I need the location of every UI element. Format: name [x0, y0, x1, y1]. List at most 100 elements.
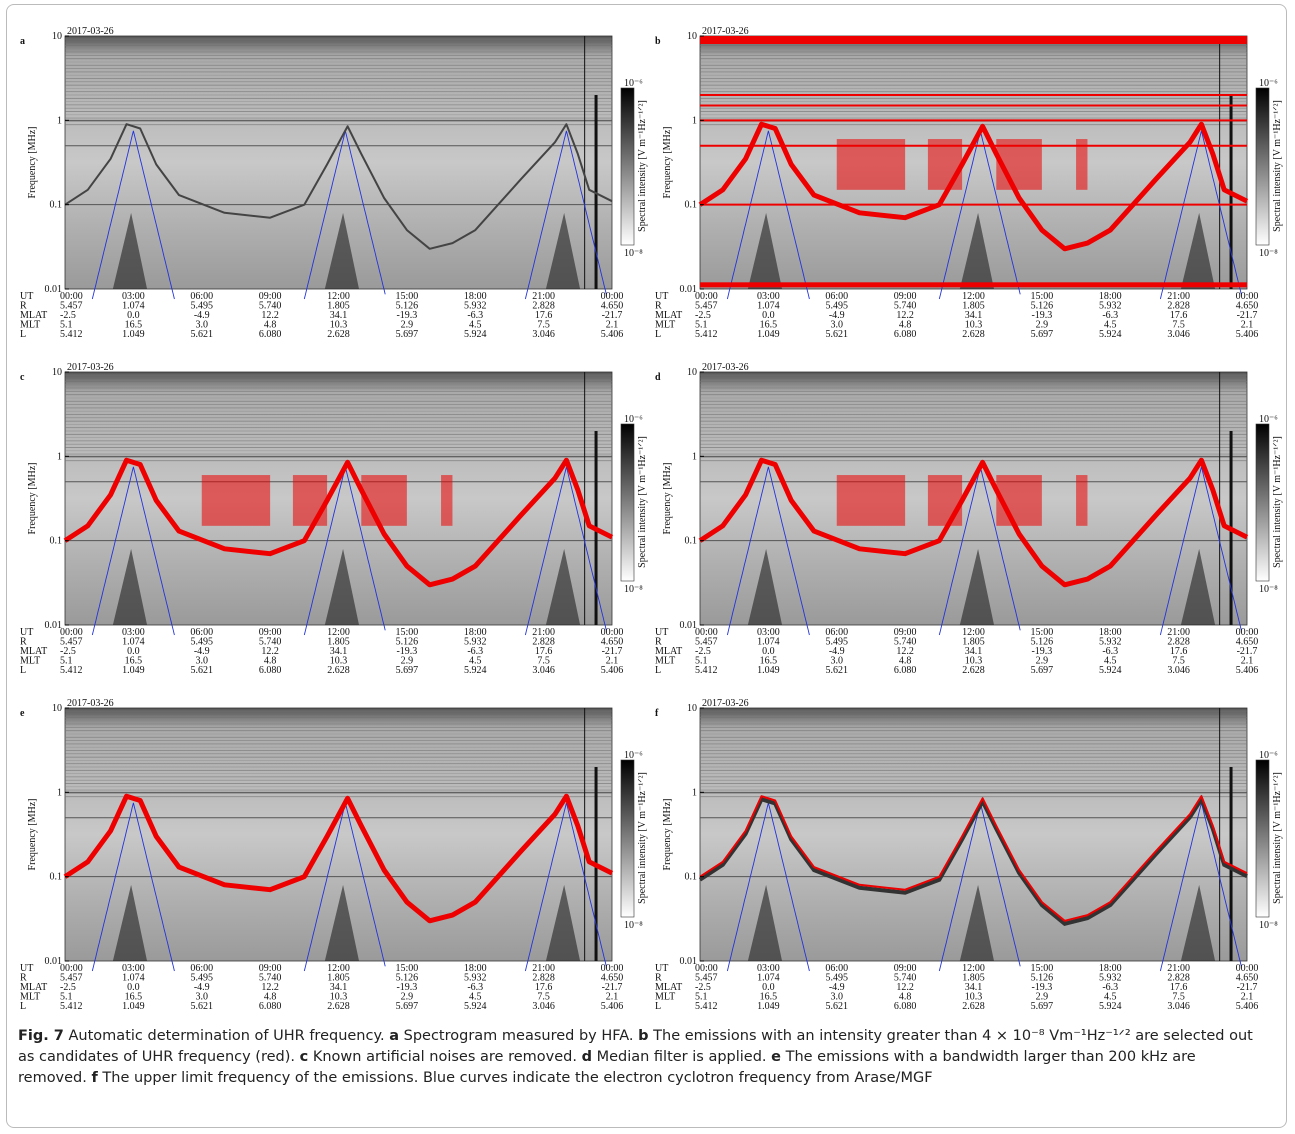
ephemeris-value: 5.621 [191, 665, 214, 676]
ephemeris-value: 6.080 [259, 1001, 282, 1012]
ephemeris-value: 09:00 [894, 627, 917, 638]
ephemeris-value: 5.495 [191, 301, 214, 312]
caption-text: e [771, 1049, 781, 1065]
y-tick-label: 1 [692, 451, 697, 462]
ephemeris-value: 5.740 [259, 301, 282, 312]
ephemeris-value: 5.932 [1099, 973, 1122, 984]
emission-patch [201, 475, 271, 526]
ephemeris-value: -19.3 [1031, 310, 1052, 321]
panel-label: c [20, 372, 25, 383]
ephemeris-row-label: R [20, 973, 27, 984]
ephemeris-value: -6.3 [1102, 646, 1118, 657]
ephemeris-value: 34.1 [330, 646, 348, 657]
cyclotron-curve [726, 466, 810, 636]
colorbar-label: Spectral intensity [V m⁻¹Hz⁻¹ᐟ²] [637, 436, 648, 568]
ephemeris-value: 5.406 [1236, 665, 1259, 676]
ephemeris-value: 0.0 [127, 982, 140, 993]
ephemeris-value: 5.495 [826, 637, 849, 648]
y-tick-label: 0.1 [50, 200, 63, 211]
ephemeris-value: 4.8 [899, 320, 912, 331]
ephemeris-value: 34.1 [330, 982, 348, 993]
emission-patch [1076, 139, 1088, 190]
y-tick-label: 1 [57, 787, 62, 798]
ephemeris-row-label: UT [20, 627, 33, 638]
dark-spike [324, 212, 360, 289]
ephemeris-value: 2.9 [1036, 656, 1049, 667]
ephemeris-value: 00:00 [695, 291, 718, 302]
cyclotron-curve [91, 466, 175, 636]
date: 2017-03-26 [67, 362, 114, 373]
ephemeris-value: 5.932 [464, 301, 487, 312]
ephemeris-value: 5.697 [396, 665, 419, 676]
ephemeris-value: 17.6 [1170, 982, 1188, 993]
ephemeris-value: 12:00 [962, 627, 985, 638]
y-tick-label: 0.1 [50, 536, 63, 547]
ephemeris-value: 5.126 [1031, 637, 1054, 648]
cyclotron-curve [1159, 802, 1242, 972]
ephemeris-row-label: UT [655, 963, 668, 974]
ephemeris-value: 2.1 [606, 992, 619, 1003]
y-tick-label: 0.01 [45, 284, 63, 295]
ephemeris-value: 5.495 [826, 301, 849, 312]
date: 2017-03-26 [67, 26, 114, 37]
ephemeris-value: 12:00 [962, 291, 985, 302]
ephemeris-value: 2.828 [532, 301, 555, 312]
colorbar [1255, 423, 1270, 582]
emission-patch [1076, 475, 1088, 526]
ephemeris-row-label: UT [655, 627, 668, 638]
ephemeris-value: 2.9 [1036, 320, 1049, 331]
ephemeris-value: -2.5 [695, 982, 711, 993]
cyclotron-curve [726, 130, 810, 300]
ephemeris-value: 2.828 [1167, 973, 1190, 984]
cyclotron-curve [1159, 130, 1242, 300]
dark-spike [1180, 884, 1216, 961]
dark-spike [747, 884, 783, 961]
y-tick-label: 0.01 [680, 956, 698, 967]
ephemeris-value: 7.5 [1172, 992, 1185, 1003]
y-tick-label: 0.01 [680, 284, 698, 295]
ephemeris-value: 4.5 [469, 992, 482, 1003]
y-axis-label: Frequency [MHz] [27, 799, 38, 871]
colorbar-label: Spectral intensity [V m⁻¹Hz⁻¹ᐟ²] [1272, 772, 1283, 904]
y-tick-label: 10 [52, 31, 62, 42]
ephemeris-row-label: MLAT [655, 646, 682, 657]
ephemeris-value: -19.3 [396, 310, 417, 321]
ephemeris-value: 10.3 [330, 656, 348, 667]
y-tick-label: 0.01 [45, 956, 63, 967]
ephemeris-value: 5.740 [259, 637, 282, 648]
ephemeris-value: 1.049 [122, 329, 145, 340]
ephemeris-value: 5.1 [695, 992, 708, 1003]
ephemeris-value: 5.126 [1031, 973, 1054, 984]
ephemeris-row-label: L [655, 329, 661, 340]
ephemeris-value: 00:00 [1236, 627, 1259, 638]
emission-patch [361, 475, 407, 526]
ephemeris-value: 2.1 [606, 656, 619, 667]
dark-spike [959, 884, 995, 961]
ephemeris-value: -6.3 [467, 646, 483, 657]
ephemeris-value: 10.3 [330, 320, 348, 331]
ephemeris-row-label: UT [20, 963, 33, 974]
colorbar-min: 10⁻⁸ [624, 920, 643, 931]
dark-spike [959, 548, 995, 625]
ephemeris-value: 10.3 [330, 992, 348, 1003]
ephemeris-value: 10.3 [965, 656, 983, 667]
ephemeris-value: 4.5 [1104, 992, 1117, 1003]
ephemeris-value: 4.8 [264, 992, 277, 1003]
ephemeris-value: 1.074 [122, 301, 145, 312]
y-tick-label: 10 [52, 703, 62, 714]
date: 2017-03-26 [702, 26, 749, 37]
ephemeris-value: -6.3 [1102, 310, 1118, 321]
y-tick-label: 1 [57, 115, 62, 126]
ephemeris-value: 10.3 [965, 992, 983, 1003]
ephemeris-value: 4.650 [601, 973, 624, 984]
ephemeris-value: -19.3 [1031, 646, 1052, 657]
ephemeris-value: 17.6 [535, 310, 553, 321]
y-tick-label: 0.1 [685, 872, 698, 883]
ephemeris-value: 4.8 [264, 320, 277, 331]
ephemeris-value: 3.046 [1167, 329, 1190, 340]
colorbar [620, 759, 635, 918]
ephemeris-value: -21.7 [602, 982, 623, 993]
ephemeris-value: 1.074 [122, 637, 145, 648]
y-tick-label: 1 [692, 115, 697, 126]
ephemeris-value: 06:00 [190, 627, 213, 638]
